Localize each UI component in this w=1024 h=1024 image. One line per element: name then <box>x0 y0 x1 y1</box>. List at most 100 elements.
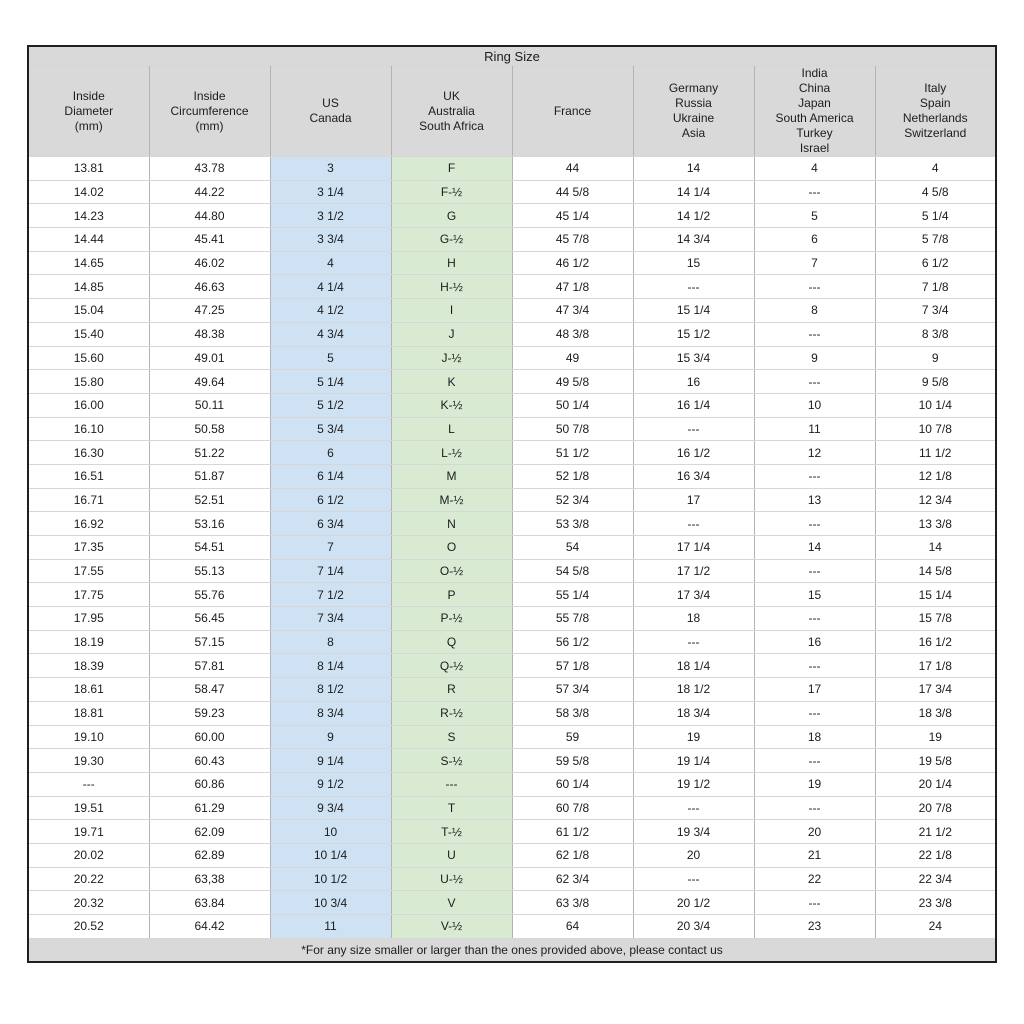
table-row: 15.40 48.38 4 3/4 J 48 3/8 15 1/2 --- 8 3/8 <box>27 321 997 347</box>
table-cell: 23 3/8 <box>874 890 997 915</box>
table-cell: --- <box>753 795 876 821</box>
table-cell: 49.64 <box>148 369 271 394</box>
table-cell: 46.63 <box>148 274 271 300</box>
table-cell: 47 1/8 <box>511 274 634 300</box>
table-cell: 4 <box>269 250 392 276</box>
table-cell: 5 3/4 <box>269 416 392 442</box>
table-row: 17.95 56.45 7 3/4 P-½ 55 7/8 18 --- 15 7/8 <box>27 606 997 631</box>
table-cell: 17.95 <box>27 606 150 631</box>
table-cell: --- <box>632 866 755 892</box>
table-cell: 14 1/2 <box>632 203 755 229</box>
table-cell: 8 3/8 <box>874 321 997 347</box>
table-cell: 19.71 <box>27 819 150 844</box>
table-cell: 10 <box>269 819 392 844</box>
table-cell: 6 <box>753 227 876 252</box>
table-row: 20.52 64.42 11 V-½ 64 20 3/4 23 24 <box>27 914 997 939</box>
table-cell: 6 <box>269 440 392 465</box>
table-row: 13.81 43.78 3 F 44 14 4 4 <box>27 156 997 181</box>
table-cell: 17 1/8 <box>874 653 997 679</box>
table-cell: 20.52 <box>27 914 150 939</box>
table-row: 14.44 45.41 3 3/4 G-½ 45 7/8 14 3/4 6 5 7/8 <box>27 227 997 252</box>
table-cell: 18.19 <box>27 629 150 655</box>
table-cell: 54 5/8 <box>511 558 634 584</box>
table-cell: 14.85 <box>27 274 150 300</box>
table-cell: 12 <box>753 440 876 465</box>
table-cell: 18 <box>753 724 876 750</box>
table-cell: 44.22 <box>148 179 271 205</box>
table-cell: 43.78 <box>148 156 271 181</box>
table-cell: 17 <box>753 677 876 702</box>
table-cell: L-½ <box>390 440 513 465</box>
table-cell: 19 1/2 <box>632 771 755 797</box>
table-cell: 54.51 <box>148 535 271 560</box>
table-cell: 19.51 <box>27 795 150 821</box>
ring-size-table: Ring Size Inside Diameter (mm) Inside Cir… <box>27 45 997 964</box>
table-cell: 19.10 <box>27 724 150 750</box>
table-cell: --- <box>632 511 755 536</box>
table-cell: 15.40 <box>27 321 150 347</box>
table-cell: K-½ <box>390 392 513 418</box>
table-cell: 14 <box>632 156 755 181</box>
table-cell: 64 <box>511 914 634 939</box>
table-cell: 21 1/2 <box>874 819 997 844</box>
table-cell: 17 1/4 <box>632 535 755 560</box>
table-row: 18.19 57.15 8 Q 56 1/2 --- 16 16 1/2 <box>27 629 997 655</box>
table-cell: 45 7/8 <box>511 227 634 252</box>
table-cell: 15 1/4 <box>632 298 755 323</box>
column-header: India China Japan South America Turkey I… <box>753 65 876 157</box>
table-cell: 44.80 <box>148 203 271 229</box>
table-cell: 6 1/4 <box>269 463 392 489</box>
table-cell: 4 <box>874 156 997 181</box>
table-cell: 56.45 <box>148 606 271 631</box>
table-cell: 48.38 <box>148 321 271 347</box>
table-row: 20.22 63,38 10 1/2 U-½ 62 3/4 --- 22 22 3/4 <box>27 866 997 892</box>
table-cell: 59 5/8 <box>511 748 634 773</box>
table-cell: 51.87 <box>148 463 271 489</box>
table-cell: --- <box>753 748 876 773</box>
table-row: 20.02 62.89 10 1/4 U 62 1/8 20 21 22 1/8 <box>27 842 997 868</box>
table-cell: 64.42 <box>148 914 271 939</box>
table-cell: 10 3/4 <box>269 890 392 915</box>
table-row: 17.55 55.13 7 1/4 O-½ 54 5/8 17 1/2 --- 14 5/8 <box>27 558 997 584</box>
table-cell: 20 <box>632 842 755 868</box>
table-cell: 12 3/4 <box>874 487 997 513</box>
table-cell: 22 <box>753 866 876 892</box>
table-cell: 16 1/2 <box>632 440 755 465</box>
table-cell: 18.81 <box>27 700 150 726</box>
table-cell: R <box>390 677 513 702</box>
table-cell: 22 1/8 <box>874 842 997 868</box>
table-row: 16.71 52.51 6 1/2 M-½ 52 3/4 17 13 12 3/4 <box>27 487 997 513</box>
table-cell: 12 1/8 <box>874 463 997 489</box>
table-cell: S-½ <box>390 748 513 773</box>
table-cell: --- <box>753 558 876 584</box>
footer-note: *For any size smaller or larger than the… <box>27 937 997 963</box>
table-cell: 7 3/4 <box>874 298 997 323</box>
table-row: 17.35 54.51 7 O 54 17 1/4 14 14 <box>27 535 997 560</box>
table-cell: 49.01 <box>148 345 271 371</box>
table-cell: 55 7/8 <box>511 606 634 631</box>
table-row: 19.10 60.00 9 S 59 19 18 19 <box>27 724 997 750</box>
table-cell: 7 <box>269 535 392 560</box>
table-cell: 16 1/4 <box>632 392 755 418</box>
table-cell: 5 1/2 <box>269 392 392 418</box>
table-cell: 16.10 <box>27 416 150 442</box>
table-cell: --- <box>753 653 876 679</box>
table-cell: 8 1/4 <box>269 653 392 679</box>
table-cell: 19 1/4 <box>632 748 755 773</box>
table-cell: G <box>390 203 513 229</box>
table-cell: --- <box>753 606 876 631</box>
table-cell: Q <box>390 629 513 655</box>
table-cell: 11 <box>269 914 392 939</box>
table-cell: Q-½ <box>390 653 513 679</box>
table-cell: 53 3/8 <box>511 511 634 536</box>
table-cell: 17 <box>632 487 755 513</box>
table-cell: 20 1/4 <box>874 771 997 797</box>
column-header: France <box>511 65 634 157</box>
table-cell: 62.89 <box>148 842 271 868</box>
table-cell: 7 1/2 <box>269 582 392 608</box>
table-cell: 5 1/4 <box>269 369 392 394</box>
table-cell: 9 1/2 <box>269 771 392 797</box>
table-cell: --- <box>753 274 876 300</box>
table-cell: 51.22 <box>148 440 271 465</box>
